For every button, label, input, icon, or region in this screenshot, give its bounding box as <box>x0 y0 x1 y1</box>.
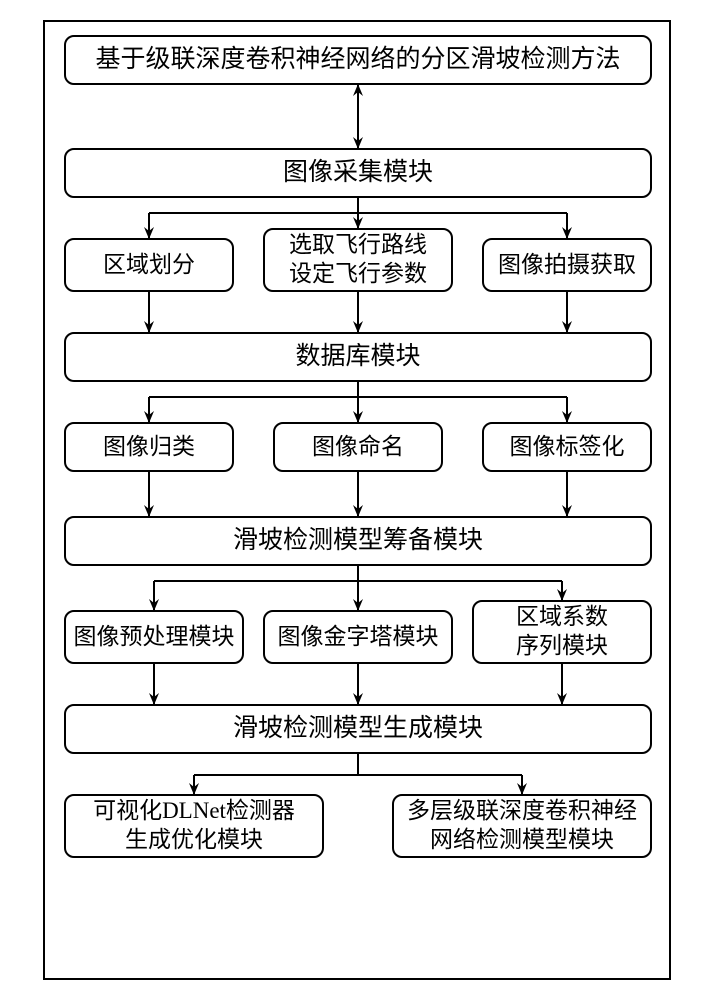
node-db: 数据库模块 <box>64 332 652 382</box>
node-label: 选取飞行路线 设定飞行参数 <box>289 231 427 289</box>
node-region: 区域划分 <box>64 238 234 292</box>
node-label: 可视化DLNet检测器 生成优化模块 <box>93 797 295 855</box>
node-title: 基于级联深度卷积神经网络的分区滑坡检测方法 <box>64 35 652 85</box>
node-coef: 区域系数 序列模块 <box>472 600 652 664</box>
node-shoot: 图像拍摄获取 <box>482 238 652 292</box>
node-prep: 滑坡检测模型筹备模块 <box>64 516 652 566</box>
node-acq: 图像采集模块 <box>64 148 652 198</box>
node-dlnet: 可视化DLNet检测器 生成优化模块 <box>64 794 324 858</box>
node-label: 图像金字塔模块 <box>278 623 439 652</box>
node-cascade: 多层级联深度卷积神经 网络检测模型模块 <box>392 794 652 858</box>
node-flight: 选取飞行路线 设定飞行参数 <box>263 228 453 292</box>
node-classify: 图像归类 <box>64 422 234 472</box>
node-naming: 图像命名 <box>273 422 443 472</box>
node-label: 滑坡检测模型筹备模块 <box>233 525 483 556</box>
node-label: 多层级联深度卷积神经 网络检测模型模块 <box>407 797 637 855</box>
node-label: 区域系数 序列模块 <box>516 603 608 661</box>
node-label: 图像拍摄获取 <box>498 251 636 280</box>
node-label: 图像采集模块 <box>283 157 433 188</box>
node-preproc: 图像预处理模块 <box>64 610 244 664</box>
node-tagging: 图像标签化 <box>482 422 652 472</box>
node-label: 滑坡检测模型生成模块 <box>233 713 483 744</box>
node-label: 区域划分 <box>103 251 195 280</box>
node-pyramid: 图像金字塔模块 <box>263 610 453 664</box>
node-label: 图像标签化 <box>510 433 625 462</box>
node-label: 图像归类 <box>103 433 195 462</box>
node-label: 数据库模块 <box>295 341 420 372</box>
node-label: 图像命名 <box>312 433 404 462</box>
flowchart-canvas: 基于级联深度卷积神经网络的分区滑坡检测方法图像采集模块区域划分 选取飞行路线 设定… <box>0 0 716 1000</box>
node-label: 图像预处理模块 <box>74 623 235 652</box>
node-label: 基于级联深度卷积神经网络的分区滑坡检测方法 <box>95 44 620 75</box>
node-gen: 滑坡检测模型生成模块 <box>64 704 652 754</box>
